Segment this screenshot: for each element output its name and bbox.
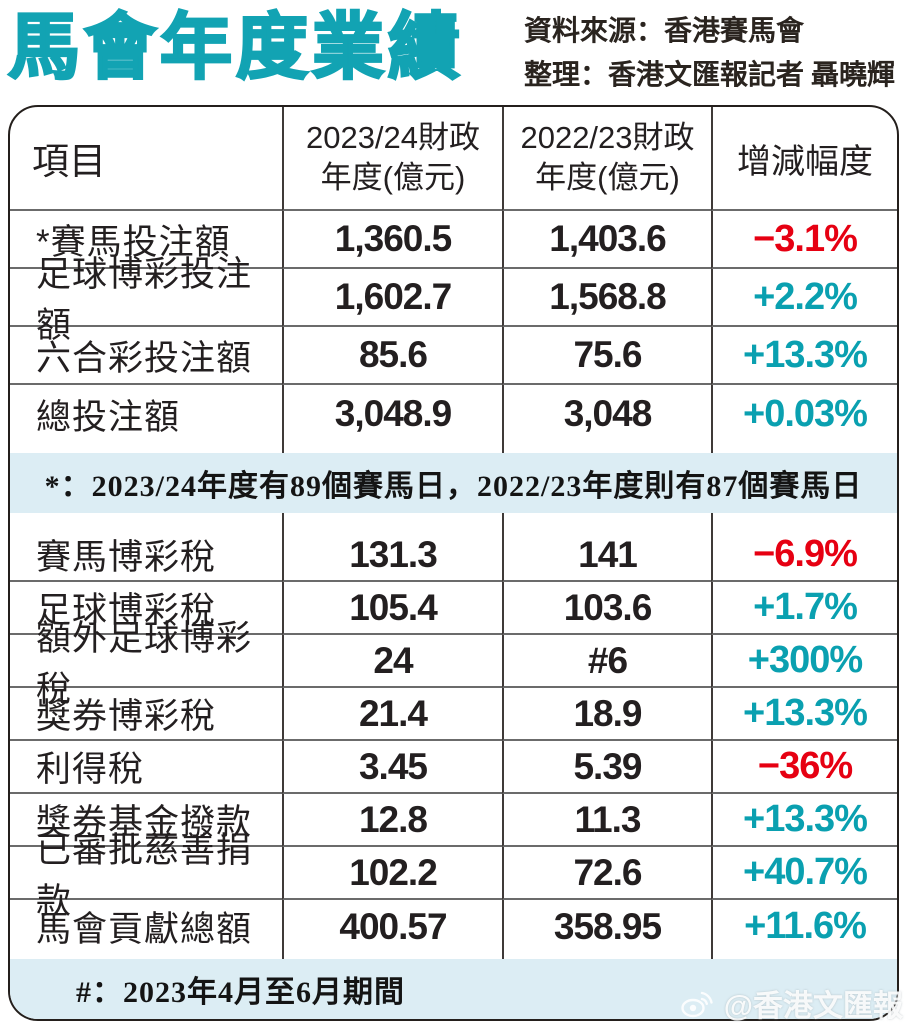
watermark: @香港文匯報	[680, 981, 903, 1025]
value-cell: 1,568.8	[502, 269, 711, 327]
change-cell: −3.1%	[711, 211, 897, 269]
value-cell: 141	[502, 529, 711, 582]
value-cell: 1,403.6	[502, 211, 711, 269]
page-title: 馬會年度業績	[7, 7, 465, 90]
column-header-change: 增減幅度	[711, 107, 897, 211]
value-cell: 3,048.9	[282, 385, 502, 443]
change-cell: +1.7%	[711, 582, 897, 635]
spacer	[711, 443, 897, 453]
column-header-fy2023: 2022/23財政 年度(億元)	[502, 107, 711, 211]
spacer	[10, 443, 282, 453]
value-cell: 11.3	[502, 794, 711, 847]
change-cell: −36%	[711, 741, 897, 794]
value-cell: 103.6	[502, 582, 711, 635]
row-label: 已審批慈善捐款	[10, 831, 282, 921]
value-cell: 3,048	[502, 385, 711, 443]
race-days-note: *：2023/24年度有89個賽馬日，2022/23年度則有87個賽馬日	[10, 453, 897, 513]
value-cell: 21.4	[282, 688, 502, 741]
watermark-text: @香港文匯報	[723, 990, 903, 1023]
value-cell: 358.95	[502, 900, 711, 953]
change-cell: +300%	[711, 635, 897, 688]
masthead: 馬會年度業績 資料來源：香港賽馬會 整理：香港文匯報記者 聶曉輝	[0, 0, 907, 100]
source-line: 資料來源：香港賽馬會	[524, 16, 805, 47]
row-label: 足球博彩投注額	[10, 255, 282, 345]
value-cell: 105.4	[282, 582, 502, 635]
row-label: 利得稅	[10, 741, 282, 794]
change-cell: +11.6%	[711, 900, 897, 953]
row-label: 額外足球博彩稅	[10, 619, 282, 709]
credit-line: 整理：香港文匯報記者 聶曉輝	[524, 60, 896, 91]
value-cell: 24	[282, 635, 502, 688]
value-cell: 85.6	[282, 327, 502, 385]
spacer	[282, 443, 502, 453]
weibo-icon	[680, 985, 716, 1021]
value-cell: 1,360.5	[282, 211, 502, 269]
change-cell: +13.3%	[711, 327, 897, 385]
spacer	[502, 513, 711, 529]
column-header-fy2024: 2023/24財政 年度(億元)	[282, 107, 502, 211]
change-cell: +2.2%	[711, 269, 897, 327]
value-cell: 102.2	[282, 847, 502, 900]
spacer	[282, 513, 502, 529]
source-credit: 資料來源：香港賽馬會 整理：香港文匯報記者 聶曉輝	[524, 10, 895, 98]
row-label: 獎券基金撥款	[10, 794, 282, 847]
change-cell: +13.3%	[711, 688, 897, 741]
value-cell: 12.8	[282, 794, 502, 847]
row-label: *賽馬投注額	[10, 211, 282, 269]
spacer	[282, 953, 502, 959]
row-label: 馬會貢獻總額	[36, 910, 253, 949]
results-table: 項目 2023/24財政 年度(億元) 2022/23財政 年度(億元) 增減幅…	[8, 105, 899, 1021]
change-cell: +0.03%	[711, 385, 897, 443]
row-label: 足球博彩稅	[10, 582, 282, 635]
change-cell: +40.7%	[711, 847, 897, 900]
row-label: 獎券博彩稅	[10, 688, 282, 741]
value-cell: 131.3	[282, 529, 502, 582]
value-cell: 5.39	[502, 741, 711, 794]
value-cell: 1,602.7	[282, 269, 502, 327]
row-label: 六合彩投注額	[10, 327, 282, 385]
spacer	[711, 513, 897, 529]
row-label: 總投注額	[36, 397, 181, 437]
value-cell: 75.6	[502, 327, 711, 385]
spacer	[502, 443, 711, 453]
spacer	[502, 953, 711, 959]
column-header-item: 項目	[10, 107, 282, 211]
row-label: 賽馬博彩稅	[10, 529, 282, 582]
value-cell: 18.9	[502, 688, 711, 741]
spacer	[711, 953, 897, 959]
value-cell: 400.57	[282, 900, 502, 953]
change-cell: +13.3%	[711, 794, 897, 847]
change-cell: −6.9%	[711, 529, 897, 582]
period-note: #：2023年4月至6月期間	[10, 959, 897, 1019]
value-cell: 72.6	[502, 847, 711, 900]
spacer	[10, 513, 282, 529]
value-cell: 3.45	[282, 741, 502, 794]
value-cell: #6	[502, 635, 711, 688]
